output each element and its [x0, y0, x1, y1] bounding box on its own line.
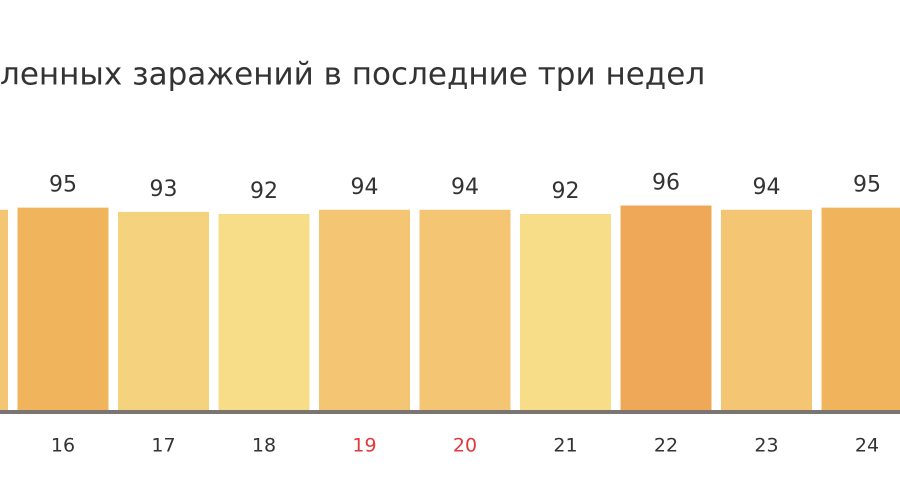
value-label: 95 [853, 173, 881, 198]
chart-title: ленных заражений в последние три недел [0, 57, 705, 93]
value-label: 93 [150, 177, 178, 202]
value-label: 94 [753, 175, 781, 200]
x-tick-label: 21 [553, 435, 577, 457]
value-label: 94 [451, 175, 479, 200]
bar [721, 209, 812, 410]
value-label: 95 [49, 173, 77, 198]
x-tick-label: 24 [855, 435, 879, 457]
value-label: 92 [552, 179, 580, 204]
bar [17, 207, 109, 410]
value-label: 94 [351, 175, 379, 200]
value-label: 92 [250, 179, 278, 204]
x-tick-label: 17 [151, 435, 175, 457]
bar [419, 209, 511, 410]
value-label: 96 [652, 171, 680, 196]
bar [0, 209, 8, 410]
bar [218, 214, 310, 410]
bar [118, 211, 209, 410]
bar [319, 209, 410, 410]
x-tick-label: 23 [754, 435, 778, 457]
bar [520, 214, 611, 410]
x-tick-label: 18 [252, 435, 276, 457]
bar [620, 205, 712, 410]
x-tick-label: 20 [453, 435, 477, 457]
x-tick-label: 19 [352, 435, 376, 457]
x-tick-label: 22 [654, 435, 678, 457]
x-tick-label: 16 [51, 435, 75, 457]
bar [821, 207, 900, 410]
